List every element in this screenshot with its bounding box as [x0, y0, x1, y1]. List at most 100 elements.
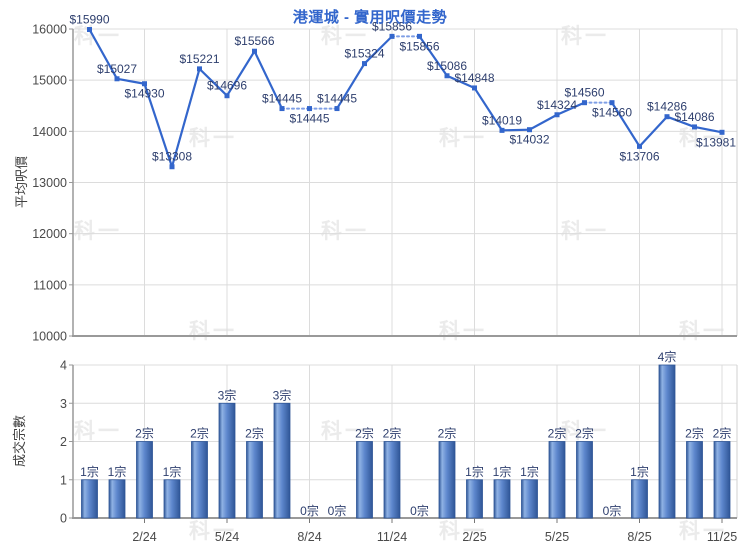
line-chart-y-axis-title: 平均呎價 — [14, 156, 29, 209]
price-line-segment — [88, 28, 119, 80]
point-value-label: $15990 — [69, 13, 109, 27]
watermark-text: 科一 — [189, 320, 237, 343]
price-line-segment — [115, 77, 146, 85]
price-line-segment — [473, 86, 504, 132]
x-tick-label: 2/24 — [132, 530, 156, 544]
point-value-label: $14086 — [674, 110, 714, 124]
price-tick-label: 13000 — [32, 176, 67, 190]
watermark-text: 科一 — [561, 25, 609, 48]
point-value-label: $13981 — [696, 135, 736, 149]
transaction-bar — [521, 479, 538, 519]
bar-count-label: 2宗 — [383, 426, 402, 441]
watermark-text: 科一 — [189, 520, 237, 543]
price-line-segment — [225, 50, 256, 97]
watermark-text: 科一 — [74, 220, 122, 243]
point-value-label: $14019 — [482, 113, 522, 127]
point-value-label: $14445 — [317, 92, 357, 106]
price-point-marker — [719, 129, 725, 135]
price-point-marker — [334, 106, 340, 112]
bar-count-label: 2宗 — [438, 426, 457, 441]
transaction-bar — [631, 479, 648, 519]
price-line-segment — [445, 74, 476, 90]
bar-count-label: 0宗 — [410, 503, 429, 518]
transaction-bar — [438, 441, 456, 519]
transaction-bar — [383, 441, 401, 519]
watermark-text: 科一 — [321, 25, 369, 48]
price-line-segment — [253, 50, 284, 110]
bar-count-label: 1宗 — [108, 464, 127, 479]
price-point-marker — [252, 48, 257, 54]
x-tick-label: 11/25 — [707, 530, 737, 544]
watermark-text: 科一 — [679, 520, 727, 543]
transaction-bar — [576, 441, 593, 519]
point-value-label: $15856 — [372, 19, 412, 33]
point-value-label: $14696 — [207, 79, 247, 93]
chart-title: 港運城 - 實用呎價走勢 — [292, 9, 448, 26]
count-tick-label: 0 — [60, 512, 67, 526]
transaction-bar — [273, 402, 291, 519]
watermark-text: 科一 — [74, 420, 122, 443]
point-value-label: $15086 — [427, 59, 467, 73]
bar-count-label: 1宗 — [163, 464, 182, 479]
price-point-marker — [609, 100, 615, 106]
count-tick-label: 1 — [60, 473, 67, 487]
point-value-label: $14032 — [509, 133, 549, 147]
price-point-marker — [87, 27, 92, 33]
price-tick-label: 16000 — [32, 23, 67, 37]
transaction-bar — [218, 402, 236, 519]
transaction-bar — [191, 441, 208, 519]
watermark-text: 科一 — [439, 127, 487, 150]
price-line-segment — [528, 113, 559, 131]
point-value-label: $13706 — [619, 149, 659, 163]
price-point-marker — [554, 112, 560, 118]
transaction-bar — [686, 441, 703, 519]
price-line-segment — [363, 35, 394, 65]
bar-count-label: 1宗 — [493, 464, 512, 479]
watermark-text: 科一 — [189, 127, 237, 150]
price-point-marker — [114, 76, 120, 82]
price-point-marker — [169, 164, 175, 170]
bar-count-label: 2宗 — [135, 426, 154, 441]
point-value-label: $14560 — [592, 106, 632, 120]
point-value-label: $14560 — [564, 86, 604, 100]
bar-count-label: 2宗 — [575, 426, 594, 441]
bar-chart-y-axis-title: 成交宗數 — [12, 415, 27, 468]
transaction-bar — [246, 441, 263, 519]
transaction-bar — [81, 479, 98, 519]
point-value-label: $15324 — [344, 47, 384, 61]
price-line-segment — [555, 101, 586, 116]
price-tick-label: 15000 — [32, 74, 67, 88]
bar-count-label: 1宗 — [465, 464, 484, 479]
point-value-label: $13308 — [152, 150, 192, 164]
x-tick-label: 8/25 — [627, 530, 651, 544]
transaction-bar — [548, 441, 566, 519]
count-tick-label: 4 — [60, 359, 67, 373]
transaction-bar — [136, 441, 153, 519]
bar-count-label: 2宗 — [355, 426, 374, 441]
point-value-label: $14930 — [124, 87, 164, 101]
watermark-text: 科一 — [679, 127, 727, 150]
bar-count-label: 0宗 — [300, 503, 319, 518]
price-point-marker — [637, 143, 642, 149]
x-tick-label: 2/25 — [462, 530, 486, 544]
price-point-marker — [197, 66, 202, 72]
transaction-bar — [163, 479, 181, 519]
price-point-marker — [499, 127, 505, 133]
bar-count-label: 4宗 — [658, 349, 677, 364]
bar-count-label: 0宗 — [603, 503, 622, 518]
x-tick-label: 5/25 — [545, 530, 569, 544]
price-line-segment — [500, 128, 531, 132]
count-tick-label: 2 — [60, 435, 67, 449]
price-line-segment — [335, 62, 366, 110]
price-point-marker — [444, 73, 450, 79]
price-point-marker — [307, 106, 312, 112]
bar-count-label: 1宗 — [520, 464, 539, 479]
bar-count-label: 1宗 — [80, 464, 99, 479]
price-point-marker — [664, 114, 670, 120]
price-point-marker — [472, 85, 477, 91]
watermark-text: 科一 — [321, 220, 369, 243]
price-point-marker — [417, 33, 422, 39]
